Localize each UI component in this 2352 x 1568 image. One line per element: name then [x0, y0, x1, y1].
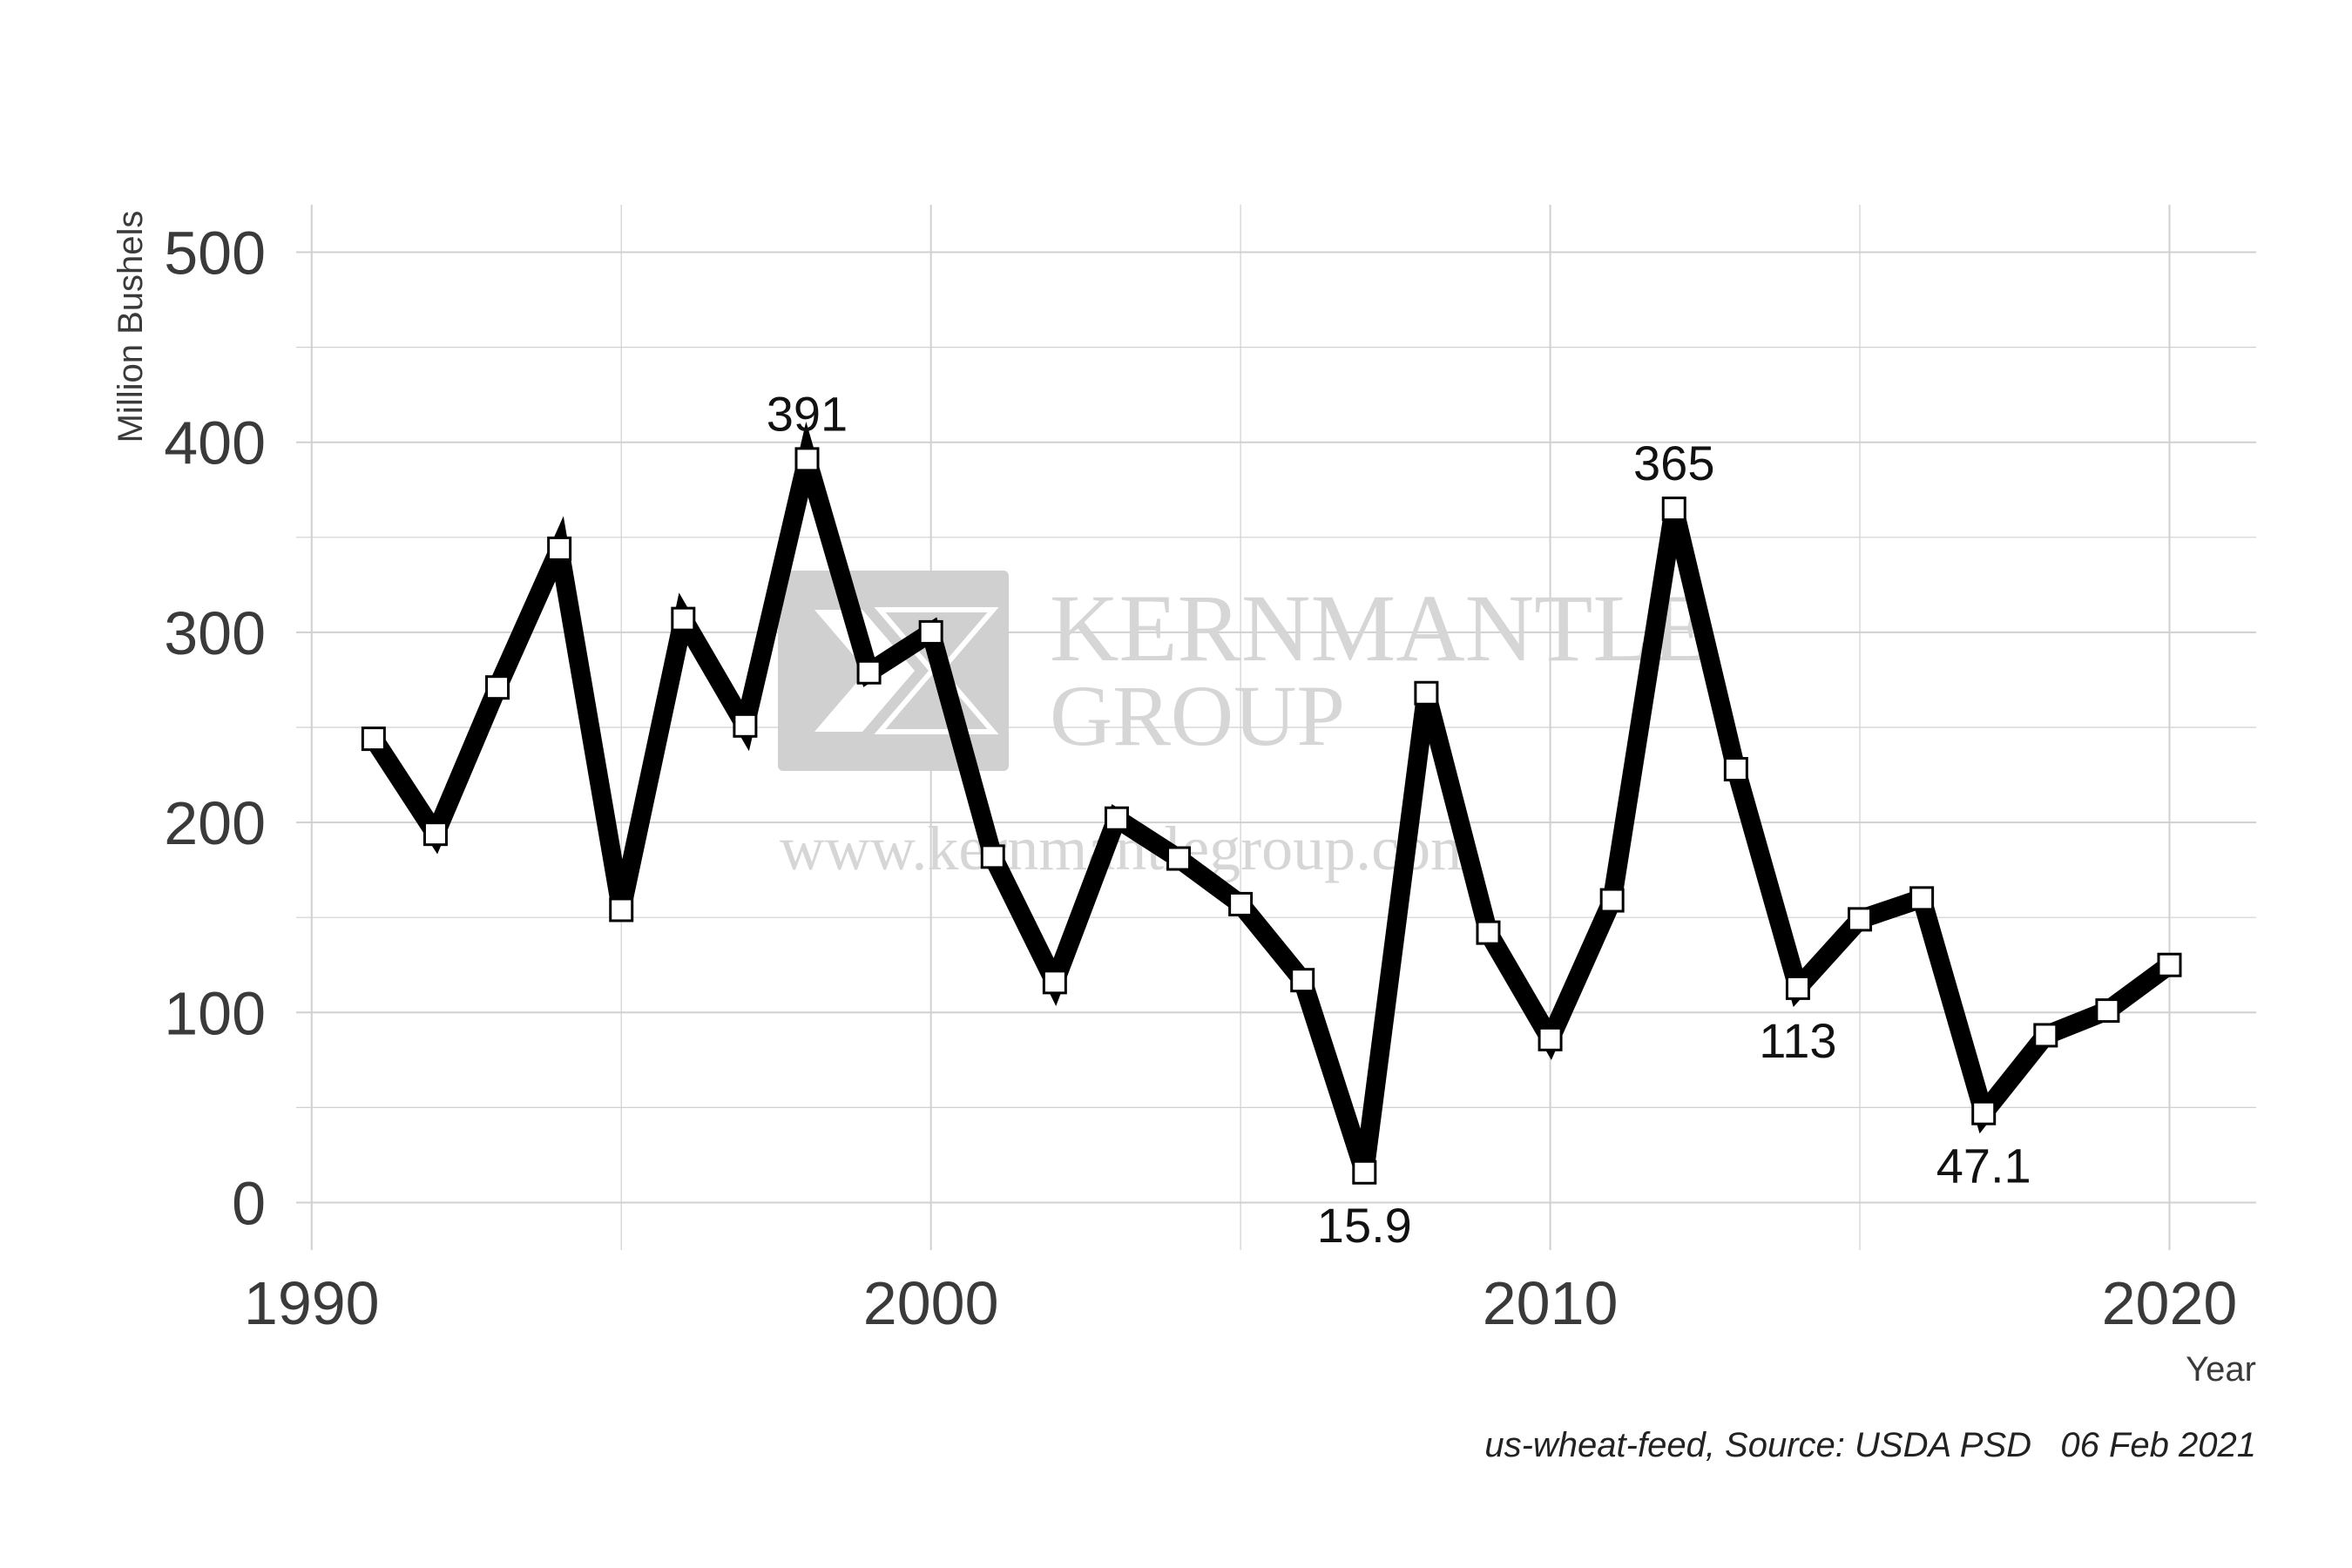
x-axis: 1990 2000 2010 2020 — [244, 1269, 2237, 1337]
data-point — [1290, 968, 1315, 993]
data-point — [794, 447, 820, 472]
x-tick-label: 2000 — [863, 1269, 999, 1337]
data-point — [1848, 907, 1873, 932]
data-point — [2033, 1023, 2058, 1048]
data-labels: 391 15.9 365 113 47.1 — [767, 386, 2031, 1252]
x-tick-label: 1990 — [244, 1269, 380, 1337]
y-tick-label: 200 — [164, 789, 266, 857]
x-axis-label: Year — [2186, 1350, 2256, 1389]
data-point — [2095, 998, 2120, 1024]
data-point — [2157, 952, 2182, 977]
data-point — [485, 675, 510, 700]
data-point — [1599, 888, 1625, 913]
data-point — [671, 606, 696, 632]
data-point — [1352, 1159, 1377, 1185]
data-point — [547, 536, 572, 561]
data-point — [980, 844, 1005, 869]
data-label: 391 — [767, 386, 848, 441]
data-point — [422, 821, 448, 847]
grid — [296, 205, 2256, 1250]
data-point — [361, 727, 386, 752]
data-label: 15.9 — [1317, 1198, 1412, 1253]
data-point — [733, 713, 758, 738]
y-tick-label: 0 — [232, 1169, 266, 1237]
y-tick-label: 500 — [164, 220, 266, 287]
data-point — [1971, 1100, 1997, 1125]
caption: us-wheat-feed, Source: USDA PSD 06 Feb 2… — [1484, 1426, 2256, 1464]
data-point — [856, 659, 882, 685]
y-axis-label: Million Bushels — [112, 211, 150, 443]
data-point — [1042, 970, 1067, 995]
data-point — [918, 619, 943, 645]
watermark-line2: GROUP — [1050, 667, 1345, 764]
data-point — [1538, 1026, 1563, 1051]
data-point — [1785, 975, 1810, 1000]
data-point — [1104, 806, 1129, 831]
data-point — [1166, 846, 1192, 871]
data-point — [609, 897, 634, 923]
data-point — [1661, 497, 1686, 522]
data-label: 113 — [1759, 1013, 1836, 1068]
y-tick-label: 300 — [164, 599, 266, 667]
data-point — [1414, 680, 1439, 706]
data-point — [1723, 757, 1748, 781]
data-label: 365 — [1633, 436, 1714, 490]
y-tick-label: 400 — [164, 409, 266, 477]
series-markers — [361, 447, 2182, 1185]
x-tick-label: 2010 — [1483, 1269, 1619, 1337]
y-axis: 0 100 200 300 400 500 — [164, 220, 266, 1238]
data-point — [1228, 891, 1254, 916]
x-tick-label: 2020 — [2102, 1269, 2238, 1337]
data-point — [1476, 920, 1501, 945]
y-tick-label: 100 — [164, 979, 266, 1047]
data-label: 47.1 — [1936, 1139, 2031, 1193]
watermark-line1: KERNMANTLE — [1050, 575, 1710, 681]
data-point — [1909, 886, 1935, 911]
